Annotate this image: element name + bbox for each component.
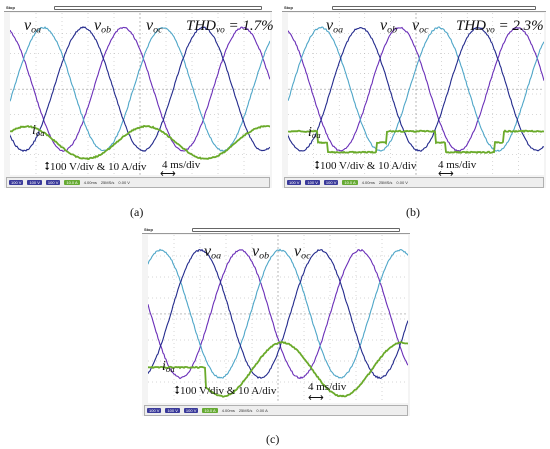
- ch3-scale: 100 V: [324, 180, 338, 185]
- scope-header: Stop: [4, 4, 272, 12]
- scope-header: Stop: [142, 226, 410, 234]
- label-vob: vob: [252, 243, 269, 261]
- oscilloscope-panel-a: Stop voa vob voc THDvo = 1.7% ioa ⭥100 V…: [4, 4, 272, 188]
- timebase: 4.00ms: [362, 180, 375, 185]
- trigger-level: 0.00 V: [396, 180, 408, 185]
- ch2-scale: 100 V: [165, 408, 179, 413]
- label-voc: voc: [412, 17, 428, 35]
- scale-note: ⭥100 V/div & 10 A/div: [314, 160, 416, 173]
- trigger-bar: [54, 6, 262, 10]
- scope-status-bar: 100 V 100 V 100 V 10.0 A 4.00ms 25MS/s 0…: [144, 405, 408, 416]
- ch4-scale: 10.0 A: [342, 180, 357, 185]
- label-voa: voa: [326, 17, 343, 35]
- scope-screen: voa vob voc THDvo = 1.7% ioa ⭥100 V/div …: [10, 13, 270, 175]
- label-voa: voa: [204, 243, 221, 261]
- label-voc: voc: [146, 17, 162, 35]
- thd-label: THDvo = 2.3%: [456, 18, 544, 35]
- waveform-plot: [288, 13, 544, 175]
- trigger-bar: [332, 6, 536, 10]
- waveform-plot: [148, 235, 408, 403]
- trigger-bar: [192, 228, 400, 232]
- label-voc: voc: [294, 243, 310, 261]
- label-ioa: ioa: [32, 123, 45, 139]
- run-status: Stop: [144, 226, 153, 233]
- trigger-level: 0.00 A: [256, 408, 267, 413]
- scale-note: ⭥100 V/div & 10 A/div: [44, 161, 146, 174]
- sample-rate: 25MS/s: [379, 180, 393, 185]
- ch4-scale: 10.0 A: [202, 408, 217, 413]
- ch2-scale: 100 V: [27, 180, 41, 185]
- scope-screen: voa vob voc THDvo = 2.3% ioa ⭥100 V/div …: [288, 13, 544, 175]
- scope-status-bar: 100 V 100 V 100 V 10.0 A 4.00ms 25MS/s 0…: [6, 177, 270, 188]
- scale-note: ⭥100 V/div & 10 A/div: [174, 385, 276, 398]
- waveform-plot: [10, 13, 270, 175]
- ch2-scale: 100 V: [305, 180, 319, 185]
- ch3-scale: 100 V: [184, 408, 198, 413]
- oscilloscope-panel-c: Stop voa vob voc ioa ⭥100 V/div & 10 A/d…: [142, 226, 410, 416]
- caption-b: (b): [406, 205, 420, 220]
- scope-header: Stop: [282, 4, 546, 12]
- sample-rate: 25MS/s: [239, 408, 253, 413]
- timebase: 4.00ms: [222, 408, 235, 413]
- sample-rate: 25MS/s: [101, 180, 115, 185]
- ch4-scale: 10.0 A: [64, 180, 79, 185]
- ch1-scale: 100 V: [9, 180, 23, 185]
- ch1-scale: 100 V: [287, 180, 301, 185]
- caption-c: (c): [266, 432, 279, 447]
- label-ioa: ioa: [308, 125, 321, 141]
- scope-screen: voa vob voc ioa ⭥100 V/div & 10 A/div 4 …: [148, 235, 408, 403]
- trigger-level: 0.00 V: [118, 180, 130, 185]
- ch1-scale: 100 V: [147, 408, 161, 413]
- timebase: 4.00ms: [84, 180, 97, 185]
- scope-status-bar: 100 V 100 V 100 V 10.0 A 4.00ms 25MS/s 0…: [284, 177, 544, 188]
- label-vob: vob: [94, 17, 111, 35]
- time-arrow: ⟷: [308, 391, 324, 404]
- thd-label: THDvo = 1.7%: [186, 18, 274, 35]
- label-ioa: ioa: [162, 359, 175, 375]
- label-vob: vob: [380, 17, 397, 35]
- ch3-scale: 100 V: [46, 180, 60, 185]
- caption-a: (a): [130, 205, 143, 220]
- run-status: Stop: [284, 4, 293, 11]
- run-status: Stop: [6, 4, 15, 11]
- oscilloscope-panel-b: Stop voa vob voc THDvo = 2.3% ioa ⭥100 V…: [282, 4, 546, 188]
- label-voa: voa: [24, 17, 41, 35]
